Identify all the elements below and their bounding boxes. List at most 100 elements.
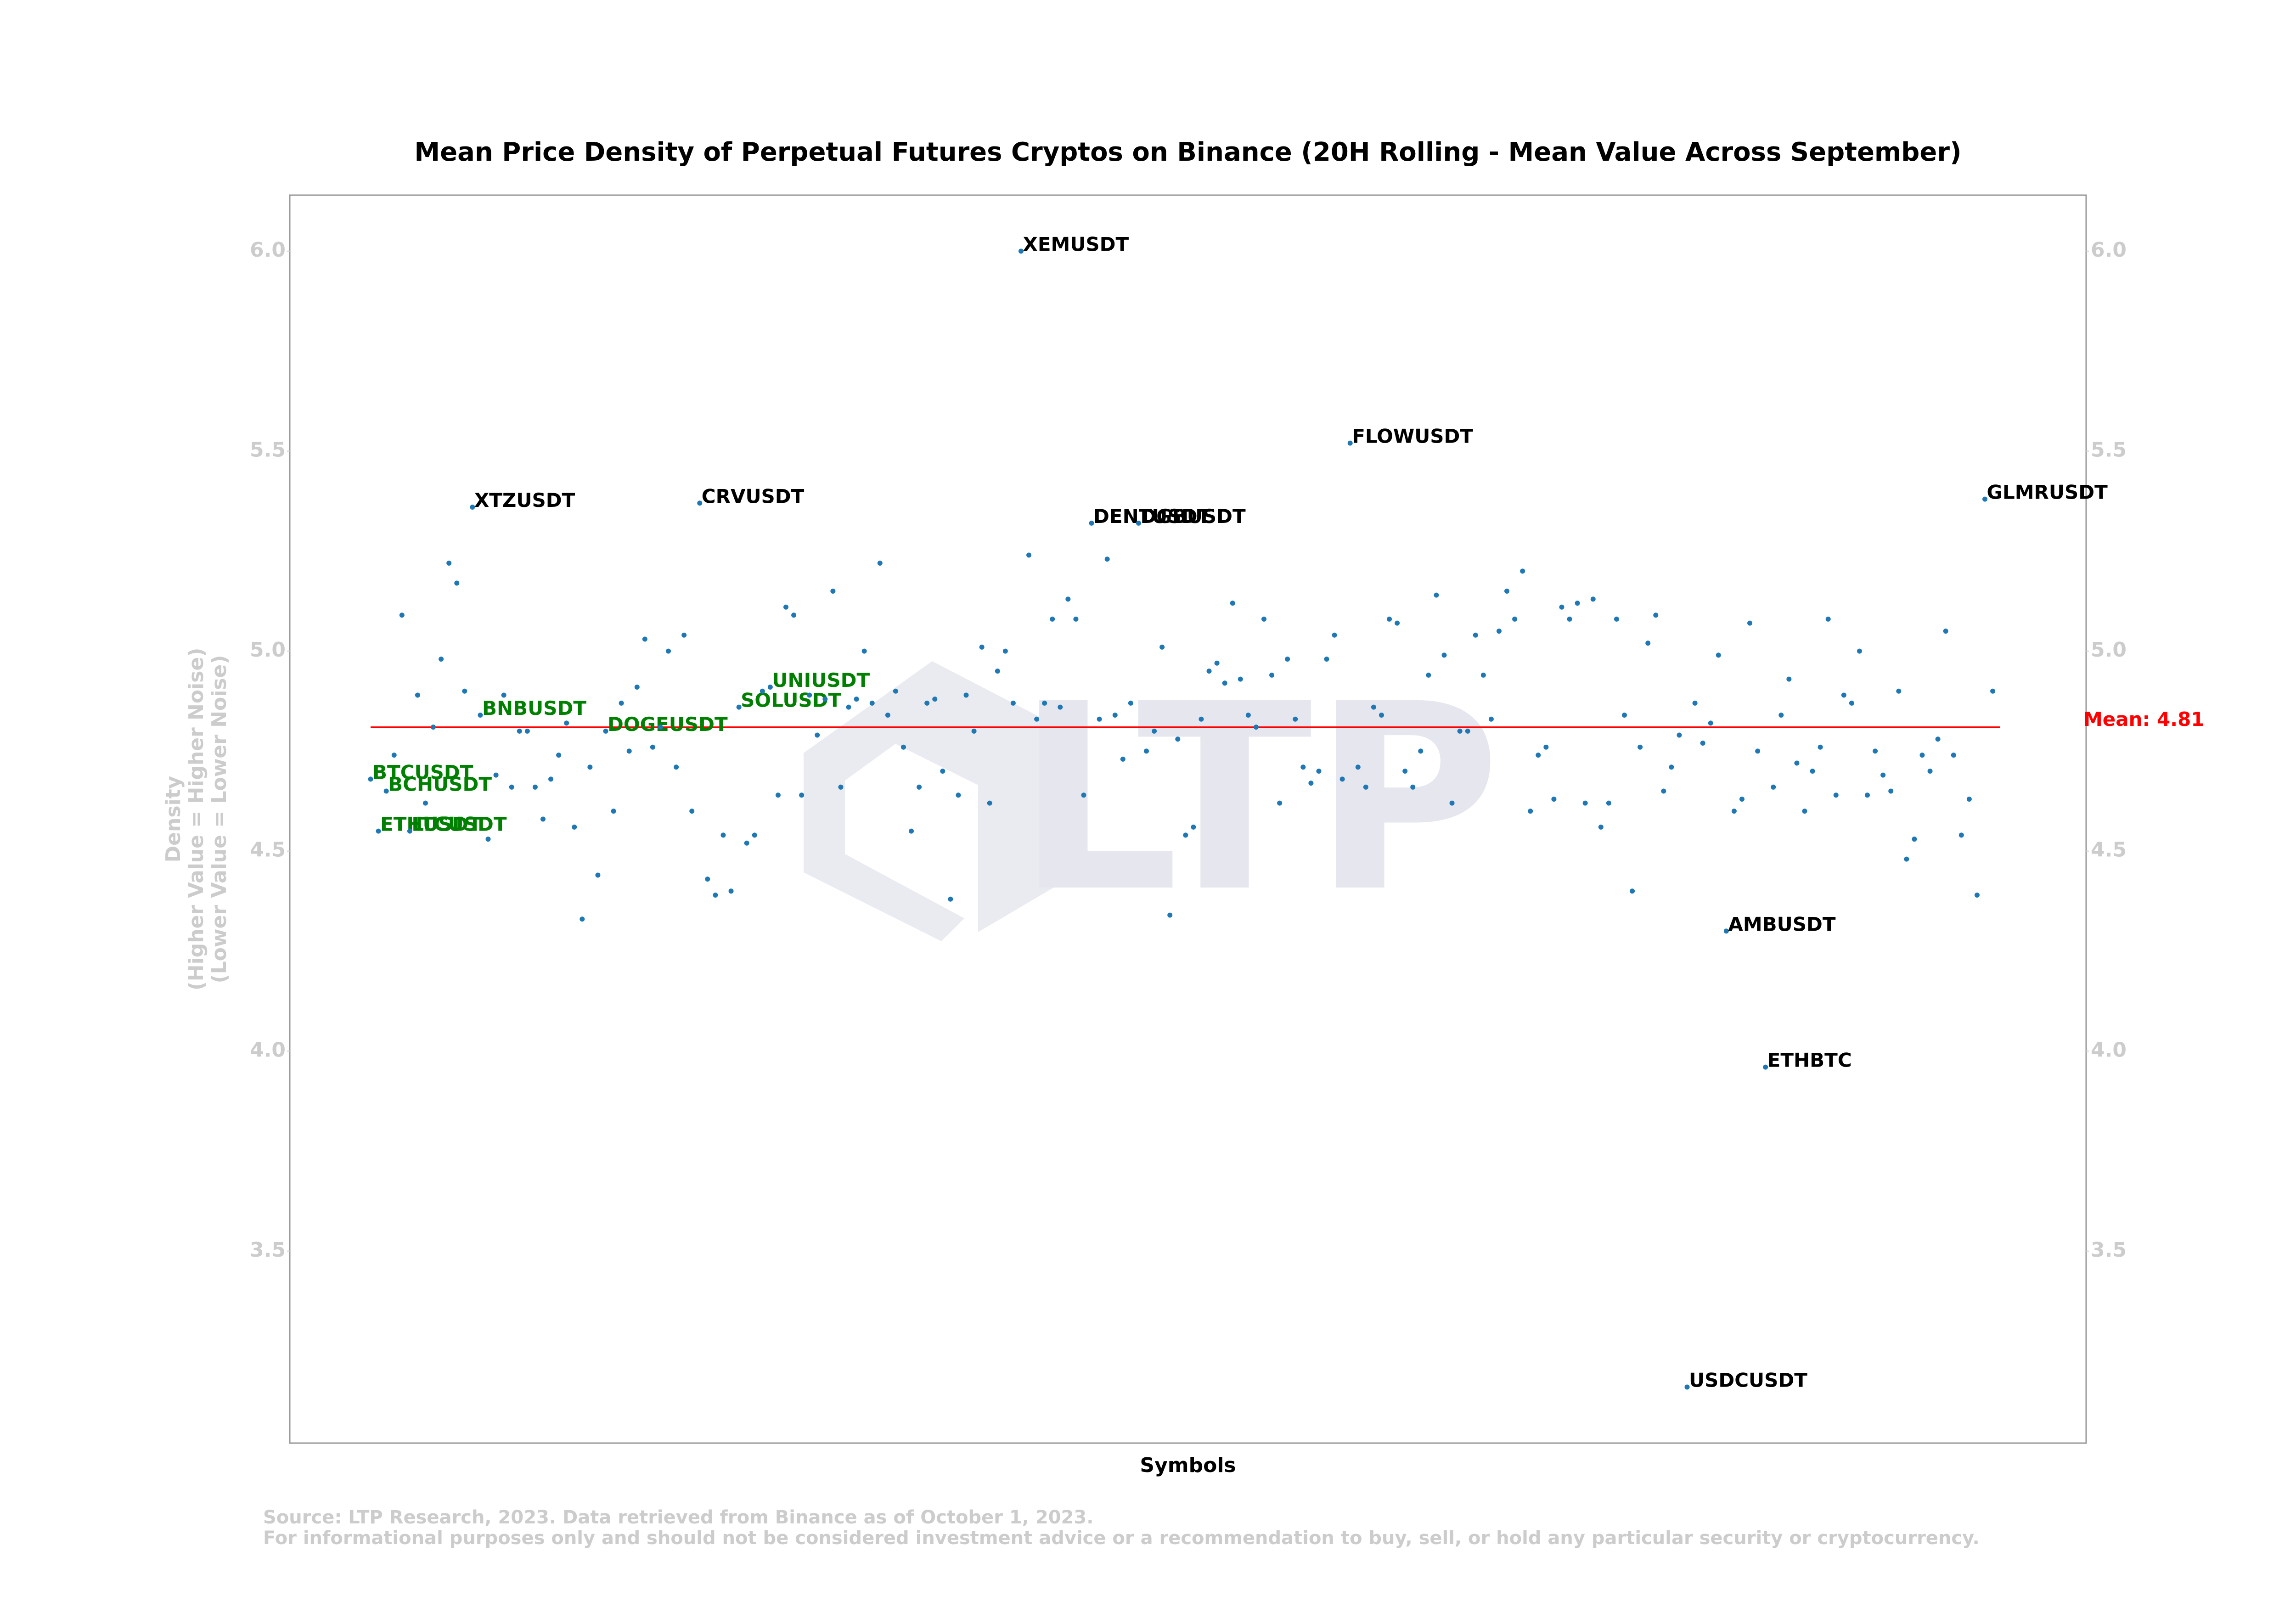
point	[1065, 596, 1071, 602]
point	[1293, 716, 1298, 722]
point	[705, 877, 710, 882]
point	[422, 800, 428, 806]
point	[1144, 748, 1149, 754]
point	[1379, 713, 1384, 718]
point	[1888, 788, 1894, 794]
y2-tick-label: 5.0	[2091, 638, 2127, 662]
point	[1300, 764, 1306, 770]
point	[1825, 616, 1831, 622]
point	[697, 500, 703, 506]
point	[1308, 781, 1314, 786]
point	[1598, 824, 1604, 830]
point-label: GLMRUSDT	[1987, 481, 2108, 504]
y-tick-label: 3.5	[250, 1238, 286, 1262]
point	[1152, 728, 1157, 734]
point	[1222, 680, 1227, 686]
point	[587, 764, 593, 770]
point	[1763, 1064, 1768, 1070]
point	[485, 837, 491, 842]
source-note: Source: LTP Research, 2023. Data retriev…	[263, 1507, 1093, 1528]
point	[1496, 629, 1502, 634]
y-axis-label-line: (Lower Value = Lower Noise)	[208, 655, 231, 983]
point	[1010, 700, 1016, 706]
y-axis-label-line: (Higher Value = Higher Noise)	[185, 648, 208, 991]
y-tick-label: 4.0	[250, 1038, 286, 1062]
point-label: LTCUSDT	[411, 813, 507, 836]
point	[1285, 657, 1290, 662]
point	[509, 784, 514, 790]
point	[681, 632, 687, 638]
point	[1771, 784, 1776, 790]
point	[900, 744, 906, 750]
point-label: ETHBTC	[1767, 1049, 1852, 1072]
point	[987, 800, 992, 806]
point	[932, 697, 938, 702]
point	[1238, 676, 1243, 682]
point	[1590, 596, 1596, 602]
point	[838, 784, 844, 790]
point	[1434, 592, 1439, 598]
point	[446, 560, 452, 566]
disclaimer: For informational purposes only and shou…	[263, 1528, 1980, 1549]
plot-frame	[289, 194, 2087, 1444]
point	[1512, 616, 1518, 622]
y-tick-label: 5.0	[250, 638, 286, 662]
mean-label: Mean: 4.81	[2083, 708, 2205, 730]
point	[642, 636, 647, 642]
point-label: CRVUSDT	[702, 485, 805, 507]
point	[775, 792, 781, 798]
point-label: DGBUSDT	[1140, 505, 1246, 528]
point	[1128, 700, 1133, 706]
point	[556, 753, 562, 758]
point-label: XTZUSDT	[474, 489, 575, 511]
point	[744, 840, 749, 846]
point	[815, 732, 820, 738]
point	[736, 704, 742, 710]
point	[917, 784, 922, 790]
point	[1747, 620, 1753, 626]
point	[1794, 760, 1800, 766]
point	[383, 788, 389, 794]
point	[470, 505, 475, 510]
point	[1677, 732, 1682, 738]
point	[1504, 588, 1510, 594]
point	[830, 588, 836, 594]
point	[1034, 716, 1040, 722]
point	[1347, 440, 1353, 446]
point	[1457, 728, 1463, 734]
point	[407, 828, 412, 834]
point	[399, 612, 405, 618]
point-label: USDCUSDT	[1689, 1369, 1807, 1392]
point	[791, 612, 797, 618]
point	[1316, 768, 1322, 774]
point	[1974, 893, 1980, 898]
point	[1026, 552, 1032, 558]
point	[1833, 792, 1839, 798]
point	[1638, 744, 1643, 750]
point	[924, 700, 930, 706]
point	[1684, 1384, 1690, 1390]
point	[1935, 736, 1941, 742]
point	[885, 713, 890, 718]
point	[963, 692, 969, 698]
watermark-logo	[804, 661, 1056, 941]
point	[1958, 832, 1964, 838]
point	[603, 728, 608, 734]
point	[1488, 716, 1494, 722]
point	[1441, 652, 1447, 658]
point	[752, 832, 757, 838]
point	[611, 809, 616, 814]
point	[572, 824, 577, 830]
point	[1692, 700, 1698, 706]
point	[1778, 713, 1784, 718]
point	[1104, 556, 1110, 562]
chart-title: Mean Price Density of Perpetual Futures …	[414, 137, 1961, 167]
point	[1559, 604, 1564, 610]
point	[1120, 756, 1125, 762]
point-label: ETHUSDT	[380, 813, 482, 836]
point	[1990, 688, 1996, 694]
point	[391, 753, 397, 758]
point	[909, 828, 914, 834]
point	[1089, 520, 1094, 526]
